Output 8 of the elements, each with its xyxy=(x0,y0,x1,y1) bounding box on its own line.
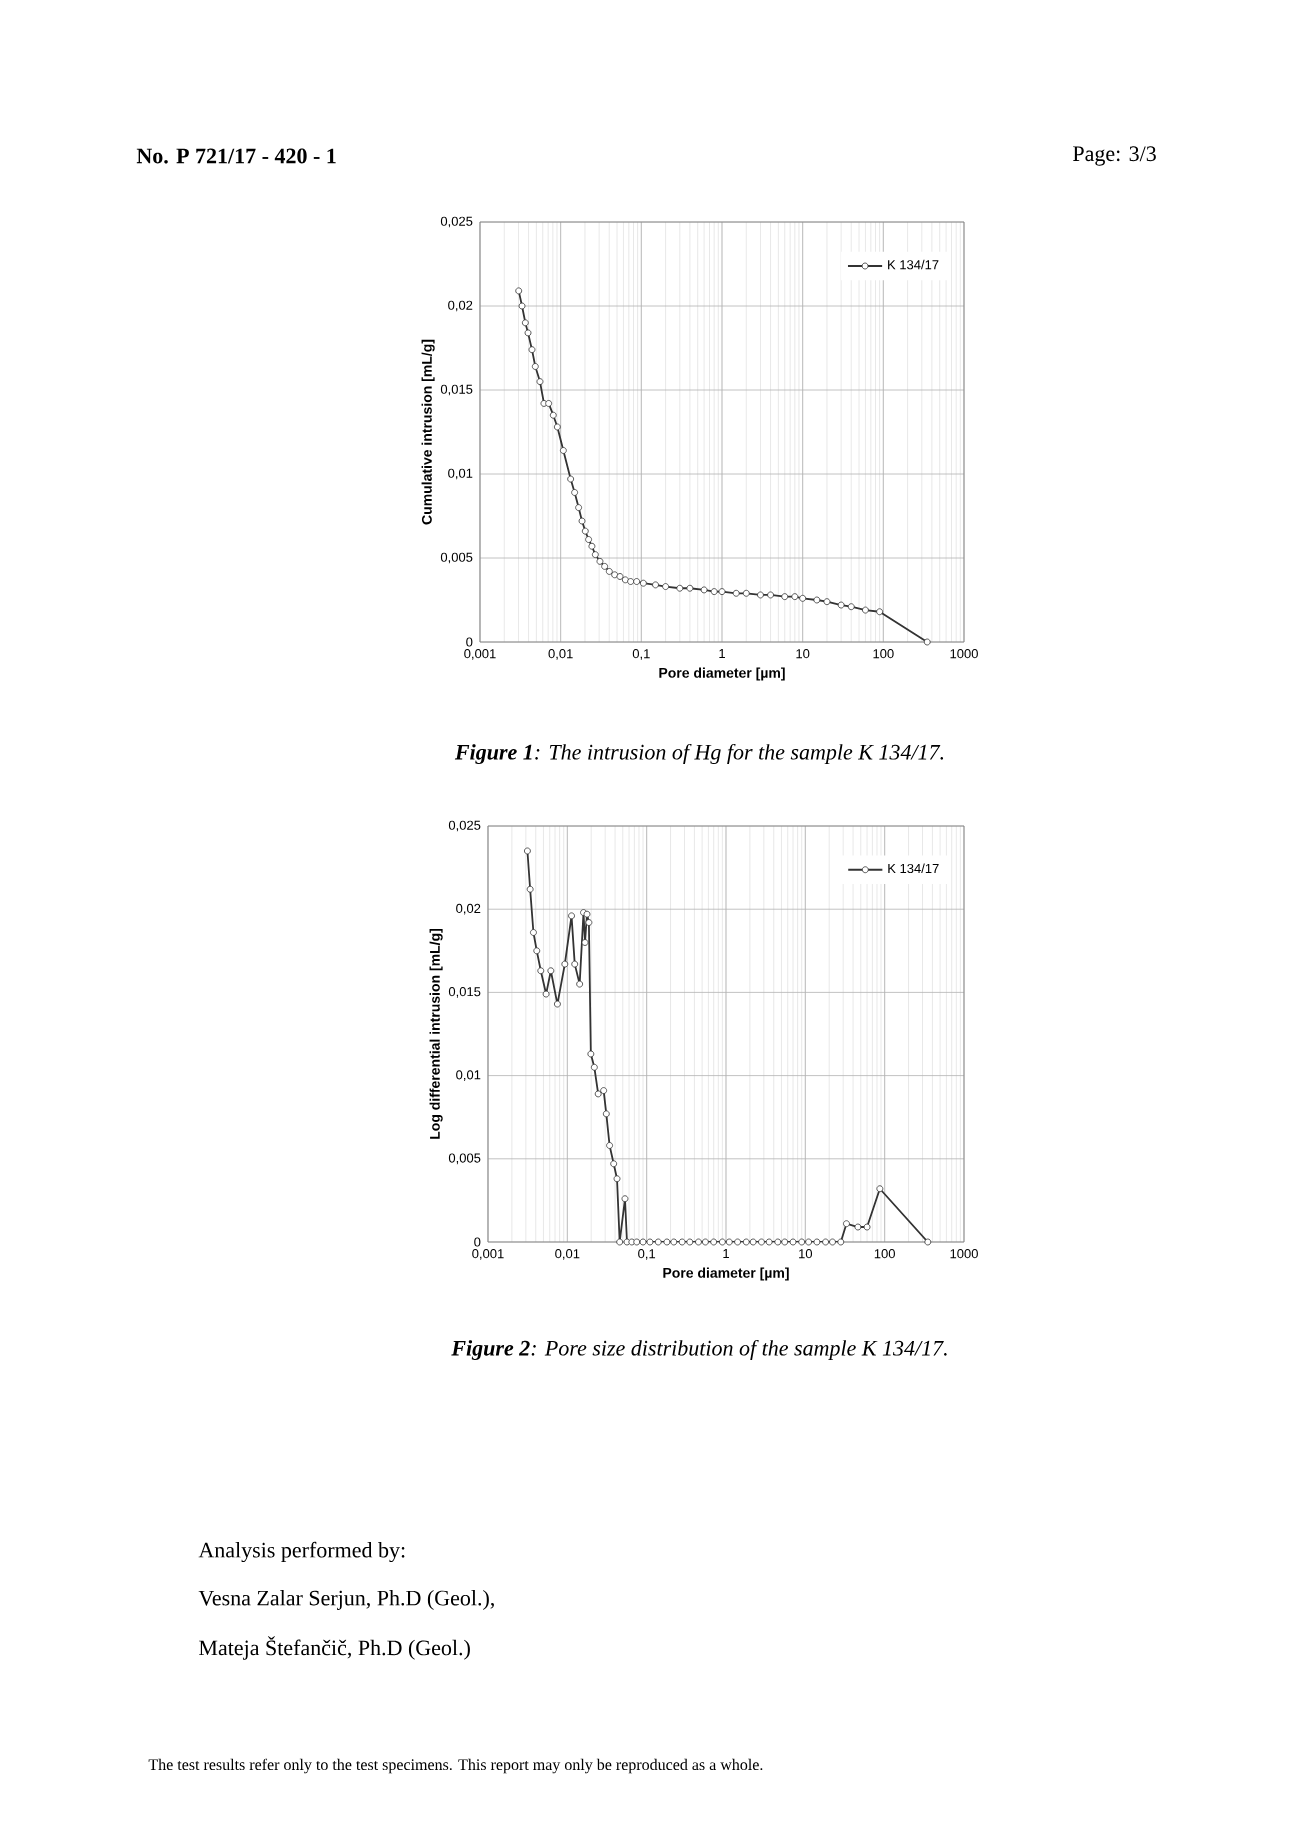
text: Figure 2: Pore size distribution of the sample K 134/17. xyxy=(451,1339,947,1361)
text: Vesna Zalar Serjun, Ph.D (Geol.), xyxy=(198,1590,494,1610)
text: Page: 3/3 xyxy=(1073,146,1156,166)
text: No. P 721/17 - 420 - 1 xyxy=(136,148,336,164)
text: Figure 1: The intrusion of Hg for the sample K 134/17. xyxy=(454,743,944,765)
text: Mateja Štefančič, Ph.D (Geol.) xyxy=(199,1636,470,1660)
text: Analysis performed by: xyxy=(198,1541,405,1563)
text: The test results refer only to the test specimens. This report may only be reproduced as a whole. xyxy=(148,1758,763,1774)
